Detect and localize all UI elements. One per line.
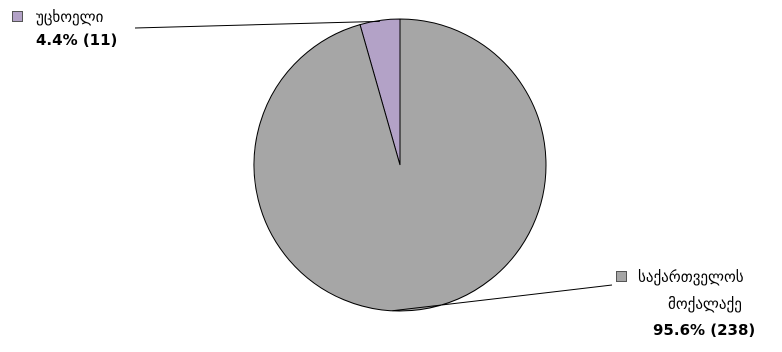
legend-label-citizen-line2-text: მოქალაქე	[668, 295, 742, 313]
legend-label-citizen-line1-text: საქართველოს	[638, 268, 744, 286]
leader-line-foreigner	[134, 20, 380, 29]
legend-label-foreigner-text: უცხოელი	[36, 8, 104, 26]
legend-swatch-foreigner	[12, 11, 23, 22]
legend-label-citizen-line2: მოქალაქე	[668, 295, 742, 314]
legend-percent-citizen: 95.6% (238)	[653, 321, 755, 340]
legend-swatch-citizen	[616, 271, 627, 282]
legend-percent-citizen-text: 95.6% (238)	[653, 321, 756, 339]
pie-slice-citizen	[253, 18, 547, 312]
legend-percent-foreigner-text: 4.4% (11)	[36, 31, 118, 49]
legend-percent-foreigner: 4.4% (11)	[36, 31, 117, 50]
legend-label-foreigner: უცხოელი	[36, 8, 103, 27]
leader-line-citizen	[392, 284, 613, 312]
legend-label-citizen-line1: საქართველოს	[638, 268, 744, 287]
